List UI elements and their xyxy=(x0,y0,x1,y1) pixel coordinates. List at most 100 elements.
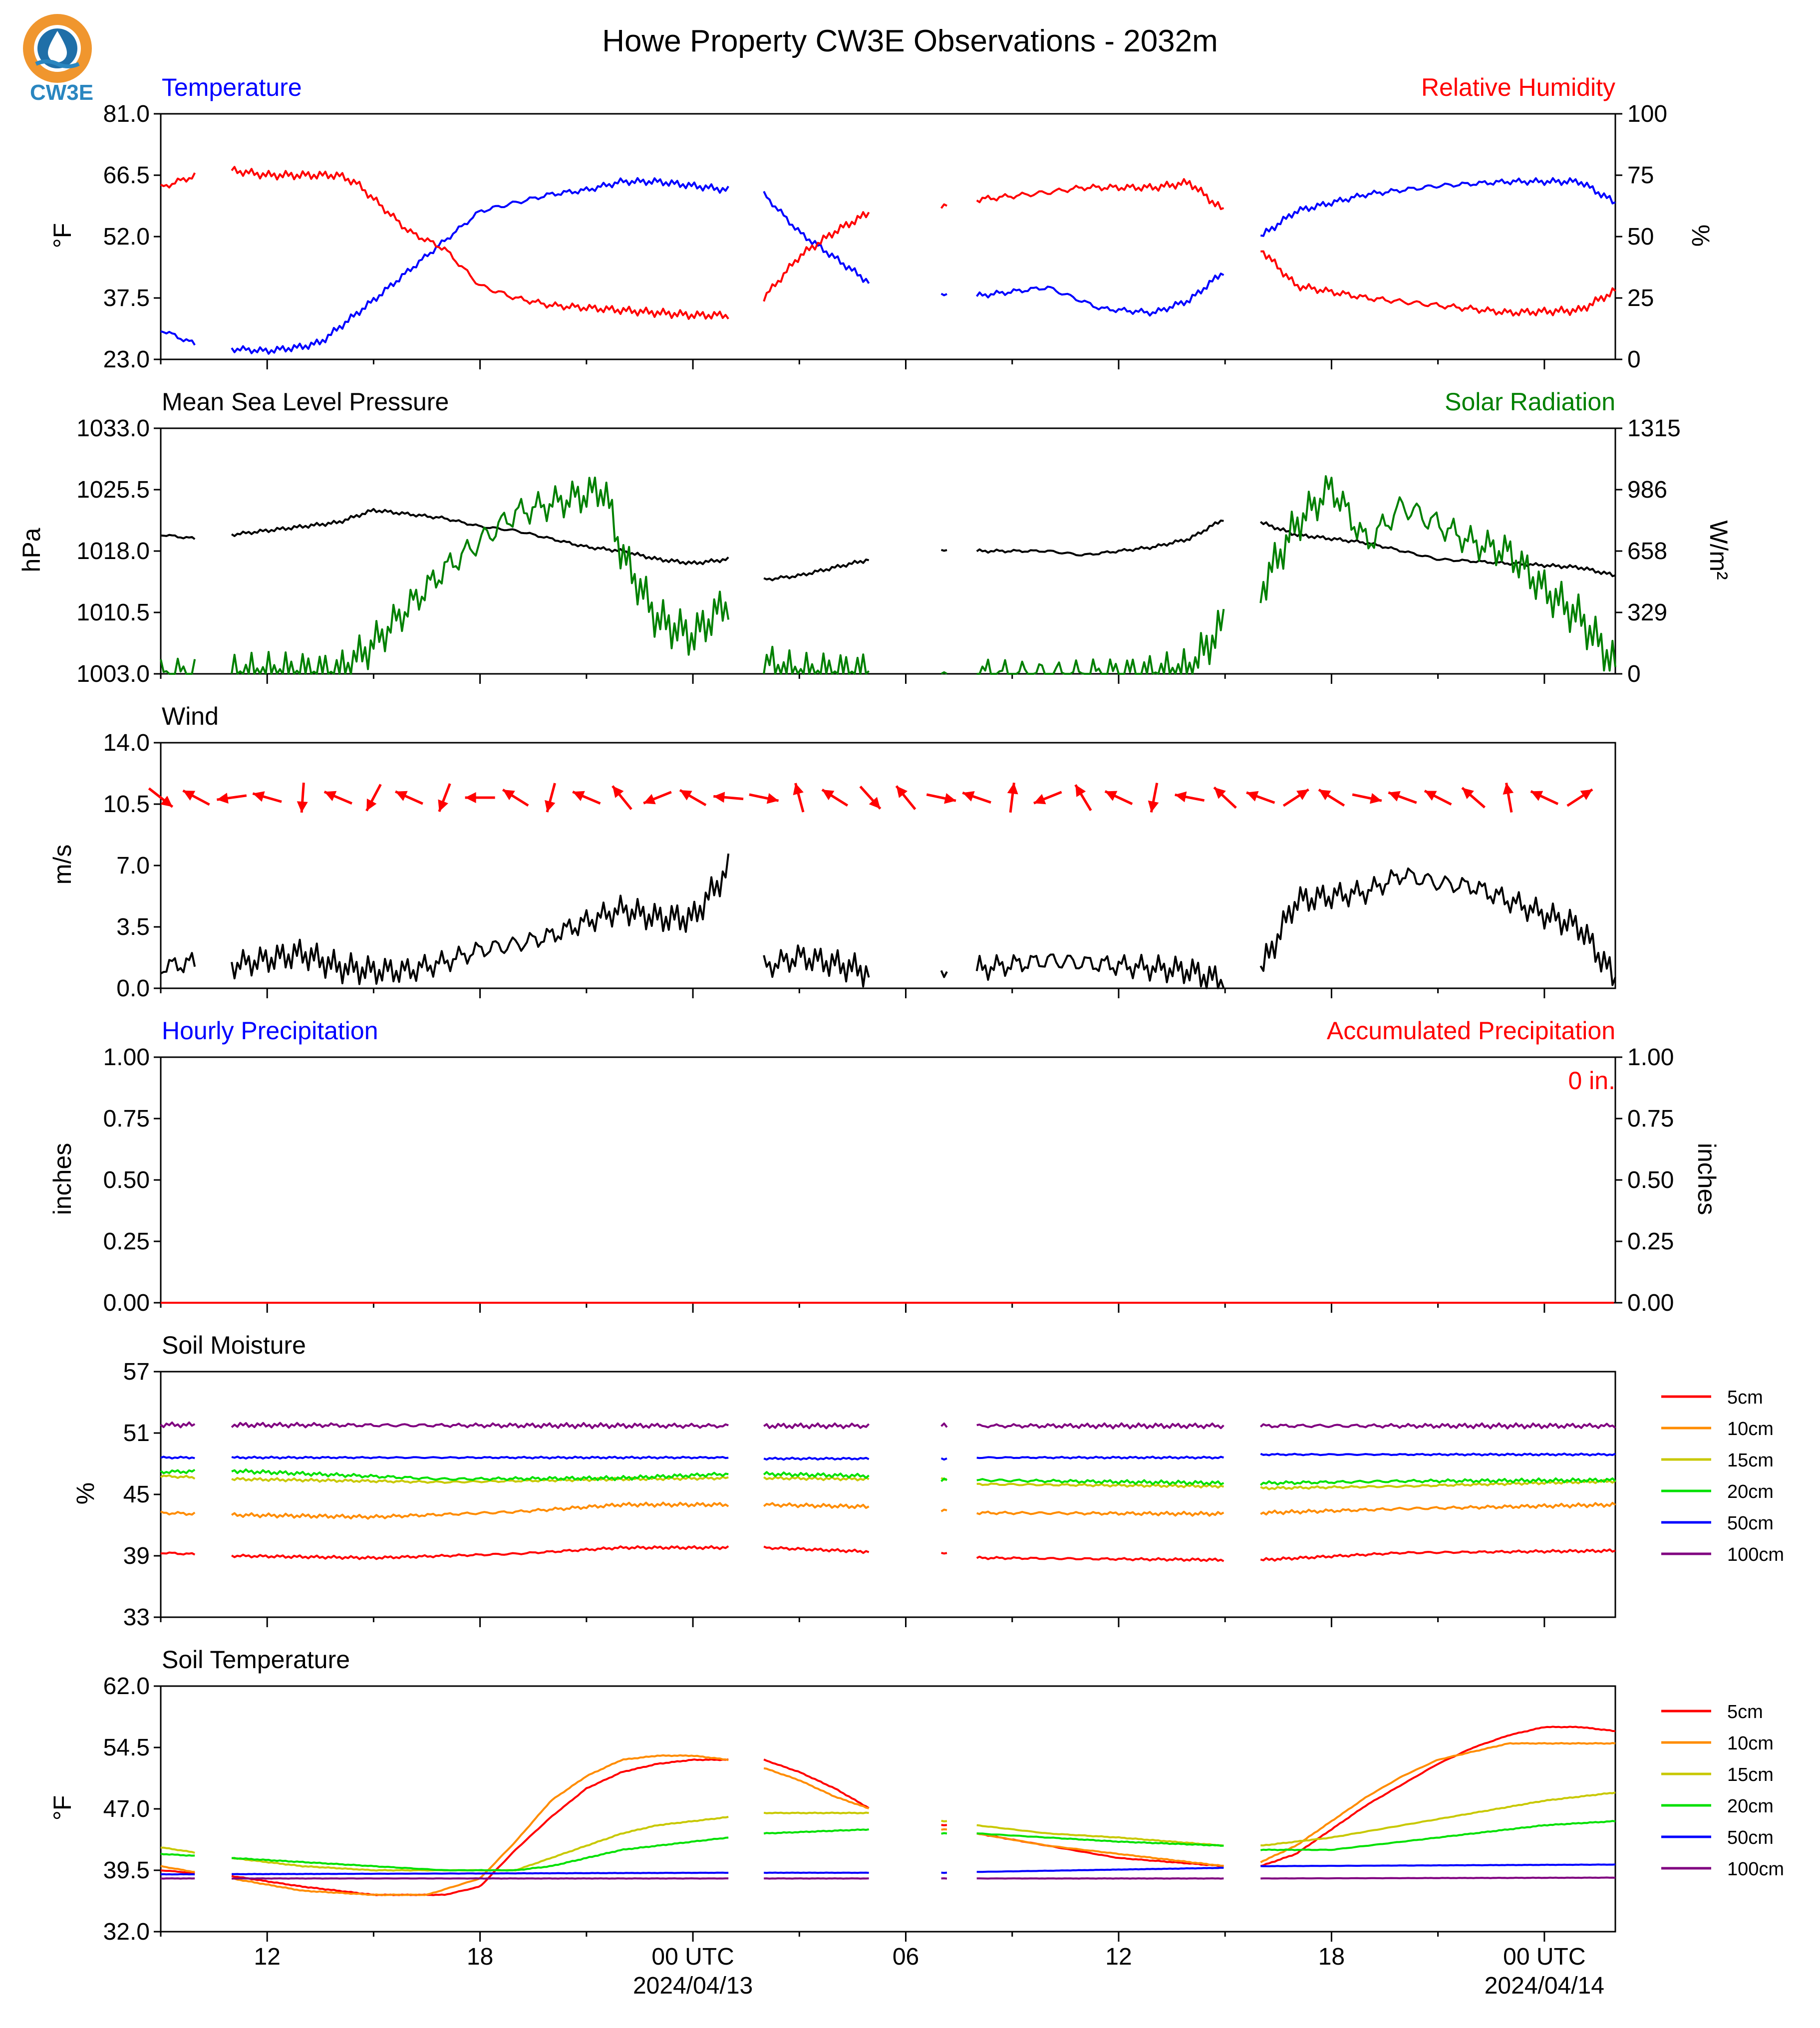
legend-label-10: 20cm xyxy=(1727,1796,1774,1817)
y-tick-label-21: 33 xyxy=(123,1604,150,1631)
legend-label-8: 10cm xyxy=(1727,1733,1774,1754)
wind-arrow-head-37 xyxy=(1424,791,1437,801)
wind-arrow-8 xyxy=(395,790,423,805)
wind-arrow-26 xyxy=(1033,791,1062,805)
wind-arrow-13 xyxy=(572,790,601,805)
wind-arrow-19 xyxy=(793,783,805,813)
logo-wave-icon xyxy=(35,59,80,68)
pressure-title: Mean Sea Level Pressure xyxy=(162,388,449,416)
y2-tick-label-4: 75 xyxy=(1627,162,1654,189)
y-tick-label-3: 52.0 xyxy=(103,224,150,250)
solar-axis-label: W/m² xyxy=(1705,520,1733,579)
accum-axis-label: inches xyxy=(1693,1143,1721,1215)
temperature-title: Temperature xyxy=(162,73,302,101)
y2-tick-label-7: 329 xyxy=(1627,599,1667,626)
panel-precipitation: Hourly Precipitation Accumulated Precipi… xyxy=(48,1017,1721,1316)
wind-arrow-21 xyxy=(859,786,882,810)
soil-temperature-legend: 5cm 10cm 15cm 20cm 50cm 100cm xyxy=(1661,1702,1784,1880)
x-tick-label-3: 00 UTC xyxy=(651,1944,734,1970)
legend-label-5: 50cm xyxy=(1727,1513,1774,1534)
y-tick-label-27: 39.5 xyxy=(103,1857,150,1884)
wind-arrow-36 xyxy=(1388,791,1417,804)
panel-pressure: Mean Sea Level Pressure Solar Radiation … xyxy=(17,388,1733,687)
wind-arrow-head-19 xyxy=(793,783,804,796)
wind-arrow-head-21 xyxy=(869,797,881,809)
wind-arrow-29 xyxy=(1148,783,1159,813)
pressure-plot-area: 1003.0 1010.5 1018.0 1025.5 1033.0 0 329 658 986… xyxy=(76,415,1681,687)
wind-arrow-head-11 xyxy=(503,790,515,801)
wind-arrow-31 xyxy=(1213,786,1237,809)
y-tick-label-24: 51 xyxy=(123,1420,150,1447)
hourly-precip-title: Hourly Precipitation xyxy=(162,1017,378,1045)
wind-arrow-1 xyxy=(148,787,174,808)
y2-tick-label-2: 25 xyxy=(1627,285,1654,311)
wind-arrow-head-32 xyxy=(1246,791,1259,802)
wind-arrow-head-35 xyxy=(1370,793,1382,804)
wind-arrow-10 xyxy=(465,792,495,803)
wind-arrow-head-18 xyxy=(766,793,779,804)
cw3e-logo: CW3E xyxy=(23,14,93,105)
series-line-14 xyxy=(160,1726,1616,1896)
temperature-axis-label: °F xyxy=(48,223,76,249)
temperature-plot-area: 23.0 37.5 52.0 66.5 81.0 0 25 50 75 100 xyxy=(103,101,1668,373)
wind-arrow-38 xyxy=(1461,787,1486,809)
y2-tick-label-14: 0.75 xyxy=(1627,1106,1674,1132)
wind-title: Wind xyxy=(162,702,219,730)
y-tick-label-28: 47.0 xyxy=(103,1796,150,1822)
wind-arrow-head-28 xyxy=(1105,791,1118,801)
wind-arrow-head-25 xyxy=(1007,783,1018,795)
wind-arrow-24 xyxy=(962,791,991,804)
wind-arrow-39 xyxy=(1503,783,1514,813)
wind-arrow-head-36 xyxy=(1388,791,1401,802)
wind-arrow-head-13 xyxy=(573,791,585,801)
y-tick-label-13: 7.0 xyxy=(116,853,150,879)
wind-arrow-head-16 xyxy=(680,790,692,801)
y-tick-label-9: 1025.5 xyxy=(76,477,150,503)
logo-ring-icon xyxy=(23,14,92,83)
series-line-17 xyxy=(160,1820,1616,1872)
accum-precip-total: 0 in. xyxy=(1568,1067,1615,1095)
wind-arrow-4 xyxy=(252,791,282,803)
wind-arrow-35 xyxy=(1352,793,1382,804)
soil-temperature-axis-label: °F xyxy=(48,1795,76,1821)
x-tick-label-6: 18 xyxy=(1318,1944,1345,1970)
legend-label-12: 100cm xyxy=(1727,1859,1784,1880)
legend-label-4: 20cm xyxy=(1727,1481,1774,1502)
wind-arrow-23 xyxy=(926,793,956,804)
wind-arrow-head-39 xyxy=(1503,783,1514,795)
wind-arrow-head-14 xyxy=(612,786,624,798)
y-tick-label-12: 3.5 xyxy=(116,914,150,940)
wind-arrow-41 xyxy=(1566,788,1593,807)
wind-arrow-32 xyxy=(1246,791,1275,804)
y-tick-label-11: 0.0 xyxy=(116,975,150,1002)
y2-tick-label-8: 658 xyxy=(1627,538,1667,565)
wind-arrow-7 xyxy=(365,784,382,812)
y-tick-label-4: 66.5 xyxy=(103,162,150,189)
precipitation-plot-area: 0.00 0.25 0.50 0.75 1.00 0.00 0.25 0.50 0.75 1.00 xyxy=(103,1044,1674,1316)
panel-soil-moisture: Soil Moisture % 33 39 45 51 57 5cm 10cm 15cm 20… xyxy=(71,1331,1784,1631)
y-tick-label-25: 57 xyxy=(123,1359,150,1385)
y2-tick-label-9: 986 xyxy=(1627,477,1667,503)
wind-arrow-head-12 xyxy=(545,800,556,812)
legend-label-11: 50cm xyxy=(1727,1827,1774,1848)
series-line-2 xyxy=(160,166,1616,320)
wind-arrow-head-22 xyxy=(896,786,908,798)
legend-label-1: 5cm xyxy=(1727,1387,1763,1408)
legend-label-9: 15cm xyxy=(1727,1764,1774,1785)
y2-tick-label-1: 0 xyxy=(1627,346,1641,373)
y-tick-label-7: 1010.5 xyxy=(76,599,150,626)
x-tick-label-7: 00 UTC xyxy=(1503,1944,1585,1970)
wind-arrow-34 xyxy=(1318,788,1345,807)
y-tick-label-23: 45 xyxy=(123,1481,150,1508)
wind-arrow-head-17 xyxy=(713,792,725,803)
accum-precip-title: Accumulated Precipitation xyxy=(1327,1017,1615,1045)
series-line-1 xyxy=(160,177,1616,355)
series-line-3 xyxy=(160,508,1616,581)
wind-arrow-head-8 xyxy=(395,791,408,801)
wind-arrow-28 xyxy=(1104,790,1133,805)
y2-tick-label-15: 1.00 xyxy=(1627,1044,1674,1071)
x-tick-label-2: 18 xyxy=(467,1944,493,1970)
x-date-label-1: 2024/04/13 xyxy=(633,1973,753,1999)
soil-temperature-plot-area: 32.0 39.5 47.0 54.5 62.0 xyxy=(103,1673,1616,1945)
wind-arrow-head-10 xyxy=(465,792,476,803)
